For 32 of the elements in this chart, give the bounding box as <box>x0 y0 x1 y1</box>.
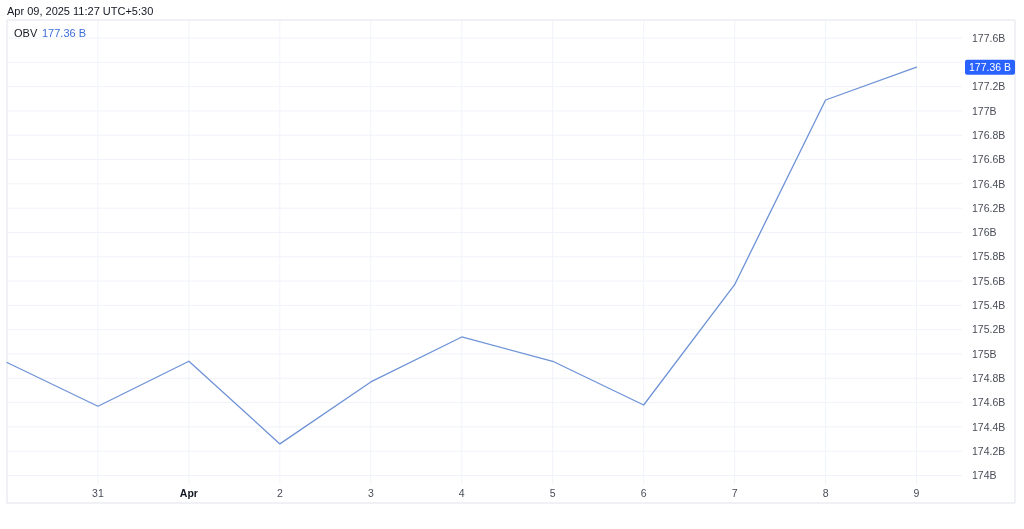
x-tick-label: Apr <box>179 487 198 499</box>
x-tick-label: 4 <box>458 487 465 499</box>
y-tick-label: 174.6B <box>972 396 1006 409</box>
annotation: 177.36 B <box>42 27 87 39</box>
text: OBV <box>14 27 38 39</box>
x-tick-label: 2 <box>276 487 283 499</box>
x-tick-label: 6 <box>640 487 647 499</box>
y-tick-label: 174.4B <box>972 420 1006 433</box>
y-tick-label: 176.6B <box>972 153 1006 166</box>
x-tick-label: 8 <box>822 487 829 499</box>
y-tick-label: 175.2B <box>972 323 1006 336</box>
y-tick-label: 175.4B <box>972 299 1006 312</box>
y-tick-label: 177B <box>972 104 997 117</box>
y-tick-label: 176.4B <box>972 177 1006 190</box>
y-tick-label: 177.6B <box>972 31 1006 44</box>
y-tick-label: 176.8B <box>972 128 1006 141</box>
x-tick-label: 3 <box>367 487 374 499</box>
y-tick-label: 175.6B <box>972 274 1006 287</box>
y-tick-label: 174B <box>972 469 997 482</box>
x-tick-label: 31 <box>92 487 104 499</box>
y-tick-label: 176B <box>972 226 997 239</box>
line-series <box>6 66 918 445</box>
y-tick-label: 177.2B <box>972 80 1006 93</box>
y-tick-label: 174.2B <box>972 444 1006 457</box>
y-tick-label: 175.8B <box>972 250 1006 263</box>
x-tick-label: 5 <box>549 487 556 499</box>
x-tick-label: 9 <box>913 487 920 499</box>
y-tick-label: 176.2B <box>972 201 1006 214</box>
x-tick-label: 7 <box>731 487 738 499</box>
text: Apr 09, 2025 11:27 UTC+5:30 <box>7 5 154 17</box>
y-tick-label: 175B <box>972 347 997 360</box>
y-tick-label: 174.8B <box>972 371 1006 384</box>
